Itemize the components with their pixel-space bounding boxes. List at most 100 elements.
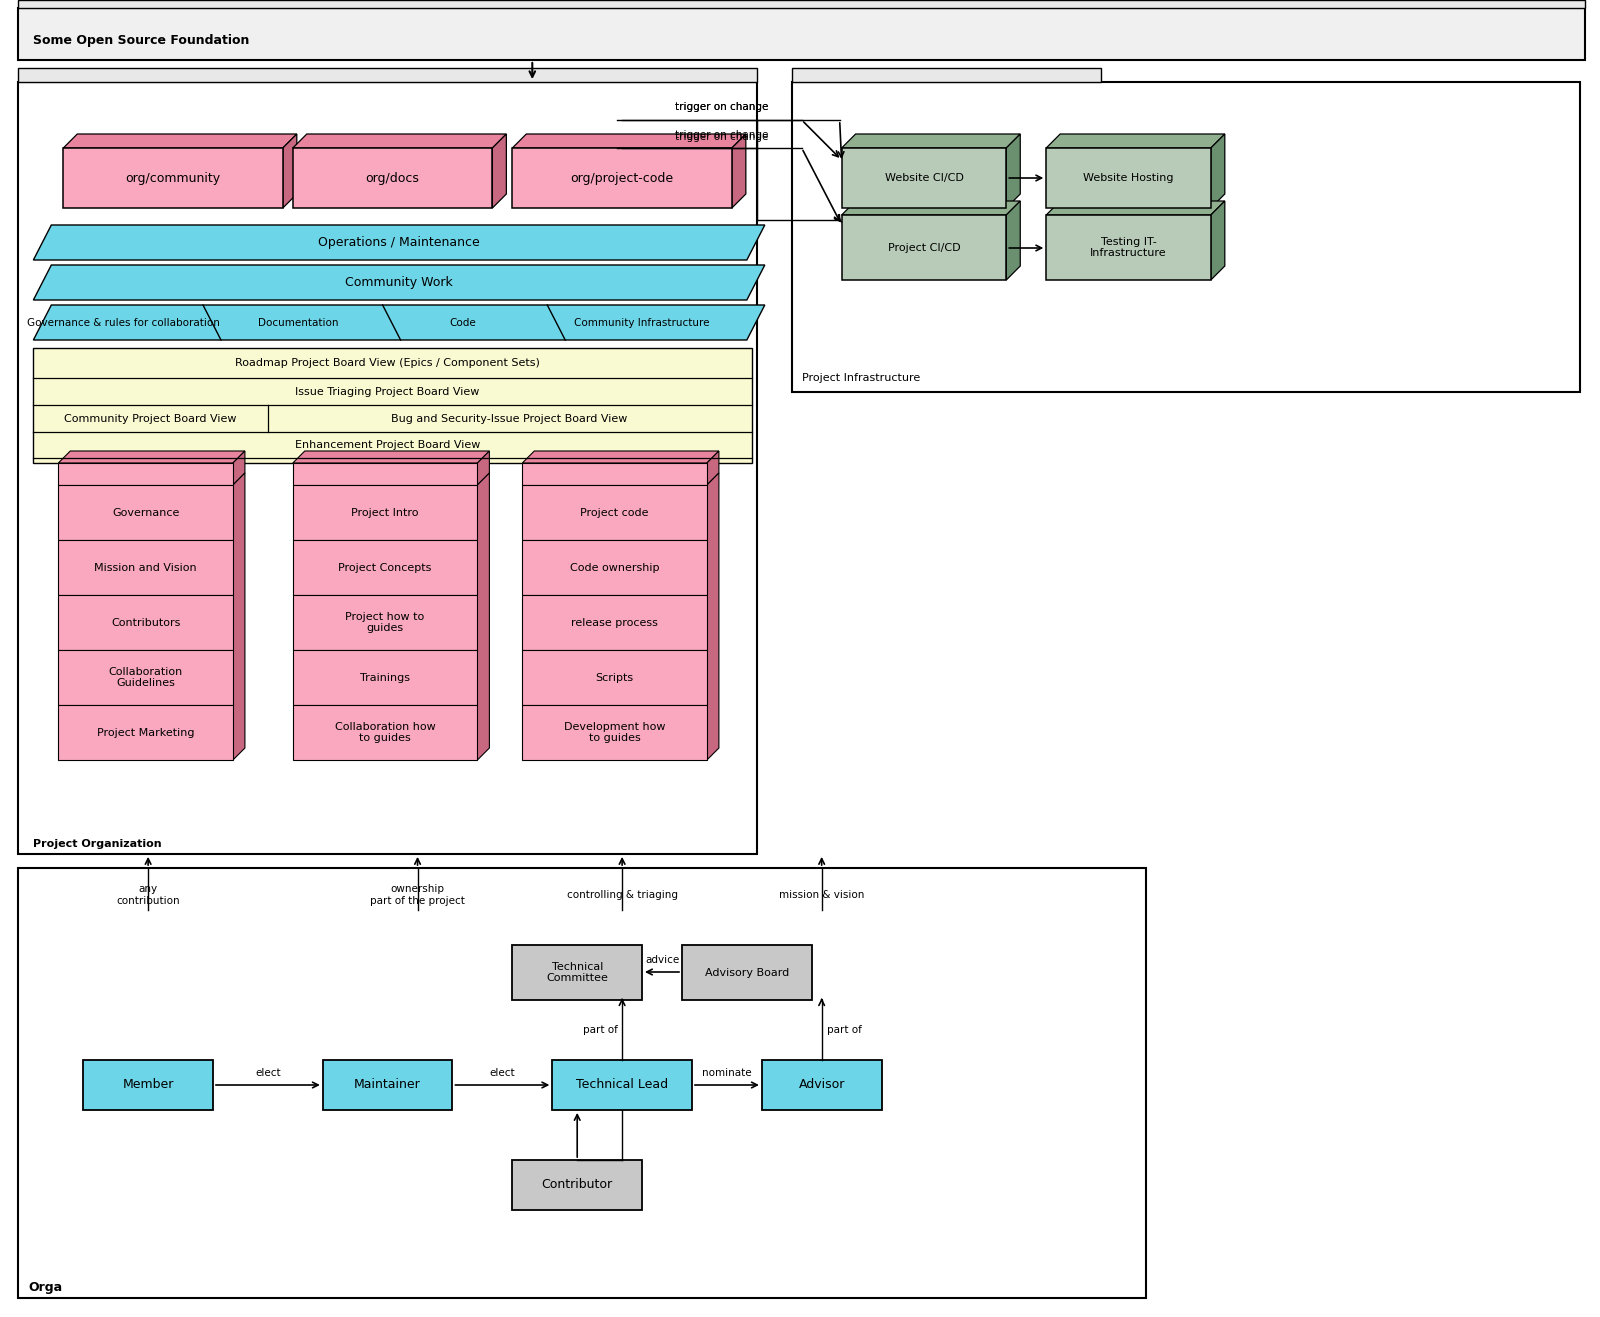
Polygon shape <box>1046 202 1226 215</box>
Polygon shape <box>1211 134 1226 208</box>
Bar <box>522 540 707 595</box>
Text: Website CI/CD: Website CI/CD <box>885 173 963 183</box>
Bar <box>323 1060 453 1110</box>
Text: any
contribution: any contribution <box>117 884 179 906</box>
Text: Code ownership: Code ownership <box>570 562 659 573</box>
Bar <box>293 485 477 540</box>
Polygon shape <box>34 265 765 300</box>
Text: Contributors: Contributors <box>110 618 181 627</box>
Polygon shape <box>283 134 298 208</box>
Bar <box>762 1060 882 1110</box>
Text: Orga: Orga <box>29 1281 62 1295</box>
Polygon shape <box>1211 202 1226 281</box>
Bar <box>1046 215 1211 281</box>
Text: Advisory Board: Advisory Board <box>704 968 789 977</box>
Text: Project Marketing: Project Marketing <box>98 727 194 738</box>
Text: Development how
to guides: Development how to guides <box>563 722 666 743</box>
Bar <box>58 540 234 595</box>
Bar <box>512 148 731 208</box>
Text: Contributor: Contributor <box>542 1179 613 1192</box>
Text: trigger on change: trigger on change <box>675 132 768 142</box>
Bar <box>58 705 234 760</box>
Bar <box>58 651 234 705</box>
Text: Project Intro: Project Intro <box>352 507 419 518</box>
Text: Some Open Source Foundation: Some Open Source Foundation <box>34 33 250 46</box>
Bar <box>293 540 477 595</box>
Bar <box>552 1060 691 1110</box>
Text: Maintainer: Maintainer <box>354 1079 421 1092</box>
Text: Trainings: Trainings <box>360 673 410 682</box>
Text: Code: Code <box>450 317 475 328</box>
Polygon shape <box>477 473 490 760</box>
Text: Community Infrastructure: Community Infrastructure <box>574 317 710 328</box>
Text: org/project-code: org/project-code <box>571 171 674 184</box>
Text: advice: advice <box>645 955 678 965</box>
Polygon shape <box>19 68 757 82</box>
Polygon shape <box>477 450 490 485</box>
Bar <box>522 464 707 485</box>
Text: Community Project Board View: Community Project Board View <box>64 414 237 424</box>
Text: Technical
Committee: Technical Committee <box>546 961 608 984</box>
Text: Operations / Maintenance: Operations / Maintenance <box>318 236 480 249</box>
Polygon shape <box>34 225 765 259</box>
Bar <box>512 1160 642 1210</box>
Bar <box>522 651 707 705</box>
Bar <box>293 148 493 208</box>
Bar <box>682 946 811 1000</box>
Polygon shape <box>1006 134 1021 208</box>
Bar <box>64 148 283 208</box>
Bar <box>34 348 752 464</box>
Text: part of: part of <box>827 1025 862 1035</box>
Text: nominate: nominate <box>702 1068 752 1079</box>
Bar <box>83 1060 213 1110</box>
Text: Scripts: Scripts <box>595 673 634 682</box>
Text: Advisor: Advisor <box>798 1079 845 1092</box>
Text: trigger on change: trigger on change <box>675 101 768 112</box>
Polygon shape <box>731 134 746 208</box>
Text: Governance: Governance <box>112 507 179 518</box>
Bar <box>522 485 707 540</box>
Bar <box>522 705 707 760</box>
Polygon shape <box>1046 134 1226 148</box>
Text: ownership
part of the project: ownership part of the project <box>370 884 466 906</box>
Text: Bug and Security-Issue Project Board View: Bug and Security-Issue Project Board Vie… <box>390 414 627 424</box>
Polygon shape <box>707 450 718 485</box>
Polygon shape <box>1006 202 1021 281</box>
Polygon shape <box>234 450 245 485</box>
Polygon shape <box>58 450 245 464</box>
Text: Project CI/CD: Project CI/CD <box>888 242 960 253</box>
Text: mission & vision: mission & vision <box>779 890 864 900</box>
Bar <box>522 595 707 651</box>
Text: Mission and Vision: Mission and Vision <box>94 562 197 573</box>
Text: Collaboration how
to guides: Collaboration how to guides <box>334 722 435 743</box>
Polygon shape <box>522 450 718 464</box>
Text: Collaboration
Guidelines: Collaboration Guidelines <box>109 666 182 689</box>
Text: org/docs: org/docs <box>366 171 419 184</box>
Text: Project Concepts: Project Concepts <box>339 562 432 573</box>
Polygon shape <box>493 134 506 208</box>
Bar <box>58 485 234 540</box>
Text: Member: Member <box>123 1079 174 1092</box>
Text: release process: release process <box>571 618 658 627</box>
Text: Project Infrastructure: Project Infrastructure <box>802 373 920 383</box>
Bar <box>512 946 642 1000</box>
Text: Testing IT-
Infrastructure: Testing IT- Infrastructure <box>1090 237 1166 258</box>
Text: trigger on change: trigger on change <box>675 130 768 140</box>
Polygon shape <box>792 68 1101 82</box>
Text: elect: elect <box>490 1068 515 1079</box>
Polygon shape <box>293 450 490 464</box>
Text: Project Organization: Project Organization <box>34 839 162 849</box>
Text: trigger on change: trigger on change <box>675 101 768 112</box>
Text: Technical Lead: Technical Lead <box>576 1079 669 1092</box>
Text: Project how to
guides: Project how to guides <box>346 611 424 633</box>
Text: elect: elect <box>254 1068 280 1079</box>
Polygon shape <box>19 0 1586 8</box>
Bar <box>293 464 477 485</box>
Polygon shape <box>842 134 1021 148</box>
Bar <box>293 705 477 760</box>
Polygon shape <box>293 134 506 148</box>
Text: Documentation: Documentation <box>258 317 338 328</box>
Polygon shape <box>34 306 765 340</box>
Text: controlling & triaging: controlling & triaging <box>566 890 678 900</box>
Text: Roadmap Project Board View (Epics / Component Sets): Roadmap Project Board View (Epics / Comp… <box>235 358 541 367</box>
